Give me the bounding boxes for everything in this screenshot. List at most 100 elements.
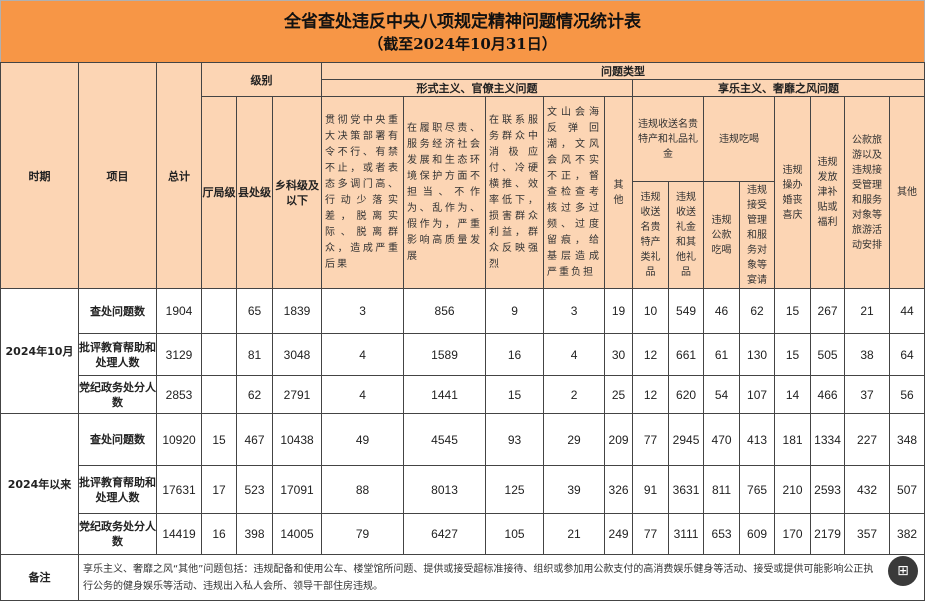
- table-row: 党纪政务处分人数 2853 62 2791 4 1441 15 2 25 12 620 54 107 14…: [1, 375, 925, 414]
- add-image-button[interactable]: ⊞: [888, 556, 918, 586]
- value-cell: 14: [774, 375, 812, 414]
- value-cell: 93: [485, 413, 545, 466]
- value-cell: 3048: [271, 333, 323, 376]
- header-period: 时期: [0, 62, 79, 289]
- value-cell: 14419: [156, 513, 202, 555]
- statistics-table: 时期 项目 总计 级别 问题类型 形式主义、官僚主义问题 享乐主义、奢靡之风问题…: [0, 62, 925, 601]
- table-row: 批评教育帮助和处理人数 17631 17 523 17091 88 8013 125 39 326…: [1, 465, 925, 514]
- value-cell: 3: [321, 288, 405, 334]
- value-cell: 466: [810, 375, 846, 414]
- value-cell: 1904: [156, 288, 202, 334]
- item-cell: 查处问题数: [78, 288, 157, 334]
- value-cell: 4: [321, 333, 405, 376]
- value-cell: 62: [739, 288, 776, 334]
- value-cell: 267: [810, 288, 846, 334]
- value-cell: 17091: [271, 465, 323, 514]
- value-cell: 15: [774, 333, 812, 376]
- value-cell: 91: [632, 465, 670, 514]
- value-cell: 432: [844, 465, 891, 514]
- value-cell: 507: [889, 465, 925, 514]
- value-cell: 21: [543, 513, 606, 555]
- value-cell: 64: [889, 333, 925, 376]
- header-problem-type: 问题类型: [321, 62, 925, 80]
- value-cell: 125: [485, 465, 545, 514]
- value-cell: 470: [703, 413, 741, 466]
- value-cell: 77: [632, 513, 670, 555]
- value-cell: [201, 375, 237, 414]
- table-title: 全省查处违反中央八项规定精神问题情况统计表: [284, 12, 641, 32]
- value-cell: 77: [632, 413, 670, 466]
- header-level-bureau: 厅局级: [201, 96, 237, 289]
- value-cell: 2945: [668, 413, 705, 466]
- header-hedonism-col: 违规发放津补贴或福利: [810, 96, 846, 289]
- value-cell: 249: [604, 513, 634, 555]
- value-cell: 3129: [156, 333, 202, 376]
- value-cell: 49: [321, 413, 405, 466]
- value-cell: 17: [201, 465, 237, 514]
- value-cell: 505: [810, 333, 846, 376]
- value-cell: 2791: [271, 375, 323, 414]
- value-cell: 10: [632, 288, 670, 334]
- table-row: 2024年10月 查处问题数 1904 65 1839 3 856 9 3 19 10 549 46 62…: [0, 288, 925, 414]
- header-dining-group: 违规吃喝: [703, 96, 776, 182]
- value-cell: 1441: [403, 375, 487, 414]
- value-cell: 39: [543, 465, 606, 514]
- value-cell: 37: [844, 375, 891, 414]
- value-cell: 130: [739, 333, 776, 376]
- value-cell: 357: [844, 513, 891, 555]
- value-cell: 1589: [403, 333, 487, 376]
- header-gifts-col: 违规收送名贵特产类礼品: [632, 181, 670, 289]
- header-hedonism-other: 其他: [889, 96, 925, 289]
- value-cell: 2853: [156, 375, 202, 414]
- header-formalism-col: 在联系服务群众中消极应付、冷硬横推、效率低下，损害群众利益，群众反映强烈: [485, 96, 545, 289]
- header-level-township: 乡科级及以下: [271, 96, 323, 289]
- value-cell: 12: [632, 333, 670, 376]
- value-cell: 661: [668, 333, 705, 376]
- value-cell: 79: [321, 513, 405, 555]
- value-cell: 81: [236, 333, 273, 376]
- value-cell: 3: [543, 288, 606, 334]
- item-cell: 党纪政务处分人数: [78, 513, 157, 555]
- value-cell: 2593: [810, 465, 846, 514]
- value-cell: 210: [774, 465, 812, 514]
- value-cell: [201, 288, 237, 334]
- value-cell: 181: [774, 413, 812, 466]
- item-cell: 查处问题数: [78, 413, 157, 466]
- value-cell: 413: [739, 413, 776, 466]
- value-cell: 44: [889, 288, 925, 334]
- item-cell: 批评教育帮助和处理人数: [78, 465, 157, 514]
- header-hedonism-col: 公款旅游以及违规接受管理和服务对象等旅游活动安排: [844, 96, 891, 289]
- value-cell: 2179: [810, 513, 846, 555]
- value-cell: 227: [844, 413, 891, 466]
- header-gifts-group: 违规收送名贵特产和礼品礼金: [632, 96, 705, 182]
- header-gifts-col: 违规收送礼金和其他礼品: [668, 181, 705, 289]
- value-cell: 209: [604, 413, 634, 466]
- header-hedonism-group: 享乐主义、奢靡之风问题: [632, 79, 925, 97]
- value-cell: 15: [485, 375, 545, 414]
- value-cell: 19: [604, 288, 634, 334]
- table-title-banner: 全省查处违反中央八项规定精神问题情况统计表 （截至2024年10月31日）: [0, 0, 925, 64]
- value-cell: 620: [668, 375, 705, 414]
- value-cell: 15: [774, 288, 812, 334]
- value-cell: 10438: [271, 413, 323, 466]
- value-cell: 10920: [156, 413, 202, 466]
- value-cell: 29: [543, 413, 606, 466]
- value-cell: 17631: [156, 465, 202, 514]
- value-cell: 1334: [810, 413, 846, 466]
- value-cell: 61: [703, 333, 741, 376]
- header-formalism-col: 文山会海反弹回潮，文风会风不实不正，督查检查考核过多过频、过度留痕，给基层造成严…: [543, 96, 606, 289]
- value-cell: 609: [739, 513, 776, 555]
- value-cell: 811: [703, 465, 741, 514]
- value-cell: 105: [485, 513, 545, 555]
- header-formalism-group: 形式主义、官僚主义问题: [321, 79, 634, 97]
- value-cell: 12: [632, 375, 670, 414]
- value-cell: 30: [604, 333, 634, 376]
- value-cell: 1839: [271, 288, 323, 334]
- header-hedonism-col: 违规操办婚丧喜庆: [774, 96, 812, 289]
- value-cell: 9: [485, 288, 545, 334]
- table-row: 批评教育帮助和处理人数 3129 81 3048 4 1589 16 4 30 12 661 61 13…: [1, 333, 925, 376]
- header-item: 项目: [78, 62, 157, 289]
- table-subtitle: （截至2024年10月31日）: [368, 35, 557, 53]
- value-cell: 765: [739, 465, 776, 514]
- value-cell: 54: [703, 375, 741, 414]
